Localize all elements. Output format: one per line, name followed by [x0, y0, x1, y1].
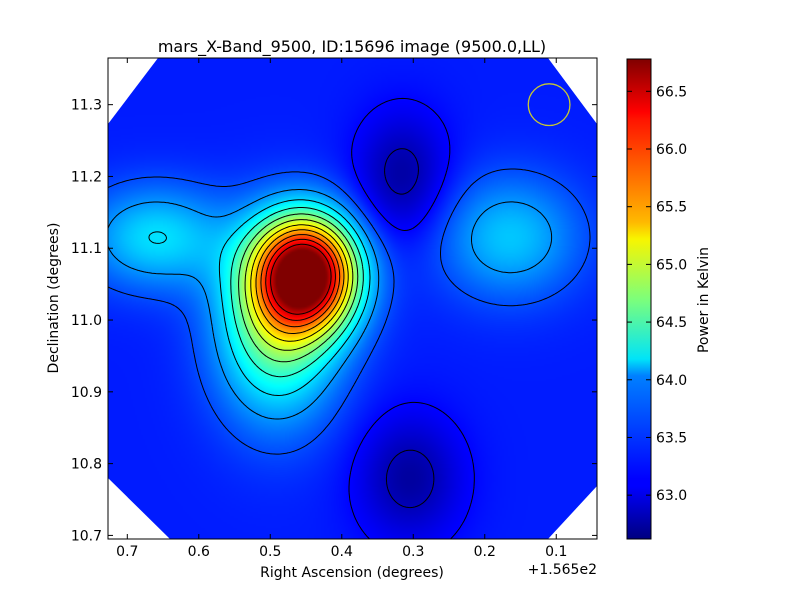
- contour-level: [108, 189, 553, 420]
- contour-level: [108, 168, 591, 455]
- contour-level: [384, 148, 435, 509]
- contour-level: [270, 243, 332, 315]
- colorbar-ticks: 63.0 63.5 64.0 64.5 65.0 65.5 66.0 66.5: [627, 84, 687, 504]
- y-axis: 10.7 10.8 10.9 11.0 11.1 11.2 11.3: [71, 98, 597, 544]
- y-axis-label: Declination (degrees): [46, 223, 62, 374]
- x-tick-label: 0.2: [474, 544, 496, 560]
- colorbar: [626, 58, 652, 540]
- plot-frame: [107, 57, 598, 540]
- colorbar-tick-label: 65.5: [656, 200, 687, 216]
- colorbar-tick-label: 64.5: [656, 315, 687, 331]
- contour-level: [244, 219, 354, 351]
- y-tick-label: 11.0: [71, 313, 102, 329]
- contour-level: [260, 234, 341, 328]
- heatmap-image: [108, 58, 597, 539]
- colorbar-tick-label: 66.0: [656, 142, 687, 158]
- contour-lines: [108, 97, 591, 539]
- y-tick-label: 10.8: [71, 457, 102, 473]
- colorbar-tick-label: 63.5: [656, 430, 687, 446]
- x-tick-label: 0.5: [259, 544, 281, 560]
- beam-circle: [527, 83, 571, 127]
- y-tick-label: 10.7: [71, 528, 102, 544]
- x-tick-label: 0.6: [188, 544, 210, 560]
- x-tick-label: 0.3: [402, 544, 424, 560]
- y-tick-label: 11.1: [71, 241, 102, 257]
- mask-corner-bottom-right: [548, 486, 597, 539]
- colorbar-tick-label: 65.0: [656, 257, 687, 273]
- mask-corner-top-left: [108, 58, 158, 124]
- y-tick-label: 10.9: [71, 385, 102, 401]
- y-tick-label: 11.2: [71, 169, 102, 185]
- colorbar-label: Power in Kelvin: [696, 247, 712, 353]
- contour-level: [238, 213, 359, 363]
- x-axis-label: Right Ascension (degrees): [260, 565, 444, 581]
- mask-corner-bottom-left: [108, 478, 170, 539]
- contour-level: [348, 97, 475, 539]
- x-tick-label: 0.4: [331, 544, 353, 560]
- colorbar-tick-label: 63.0: [656, 488, 687, 504]
- contour-level: [255, 229, 345, 334]
- colorbar-tick-label: 64.0: [656, 373, 687, 389]
- contour-level: [250, 224, 349, 342]
- x-tick-label: 0.7: [116, 544, 138, 560]
- x-axis: 0.7 0.6 0.5 0.4 0.3 0.2 0.1: [116, 58, 567, 560]
- contour-level: [265, 238, 336, 321]
- contour-level: [230, 207, 364, 378]
- chart-title: mars_X-Band_9500, ID:15696 image (9500.0…: [158, 37, 546, 57]
- contour-level: [148, 199, 371, 396]
- x-tick-label: 0.1: [545, 544, 567, 560]
- x-offset-label: +1.565e2: [528, 562, 597, 578]
- mask-corner-top-right: [548, 58, 597, 124]
- y-tick-label: 11.3: [71, 98, 102, 114]
- colorbar-tick-label: 66.5: [656, 84, 687, 100]
